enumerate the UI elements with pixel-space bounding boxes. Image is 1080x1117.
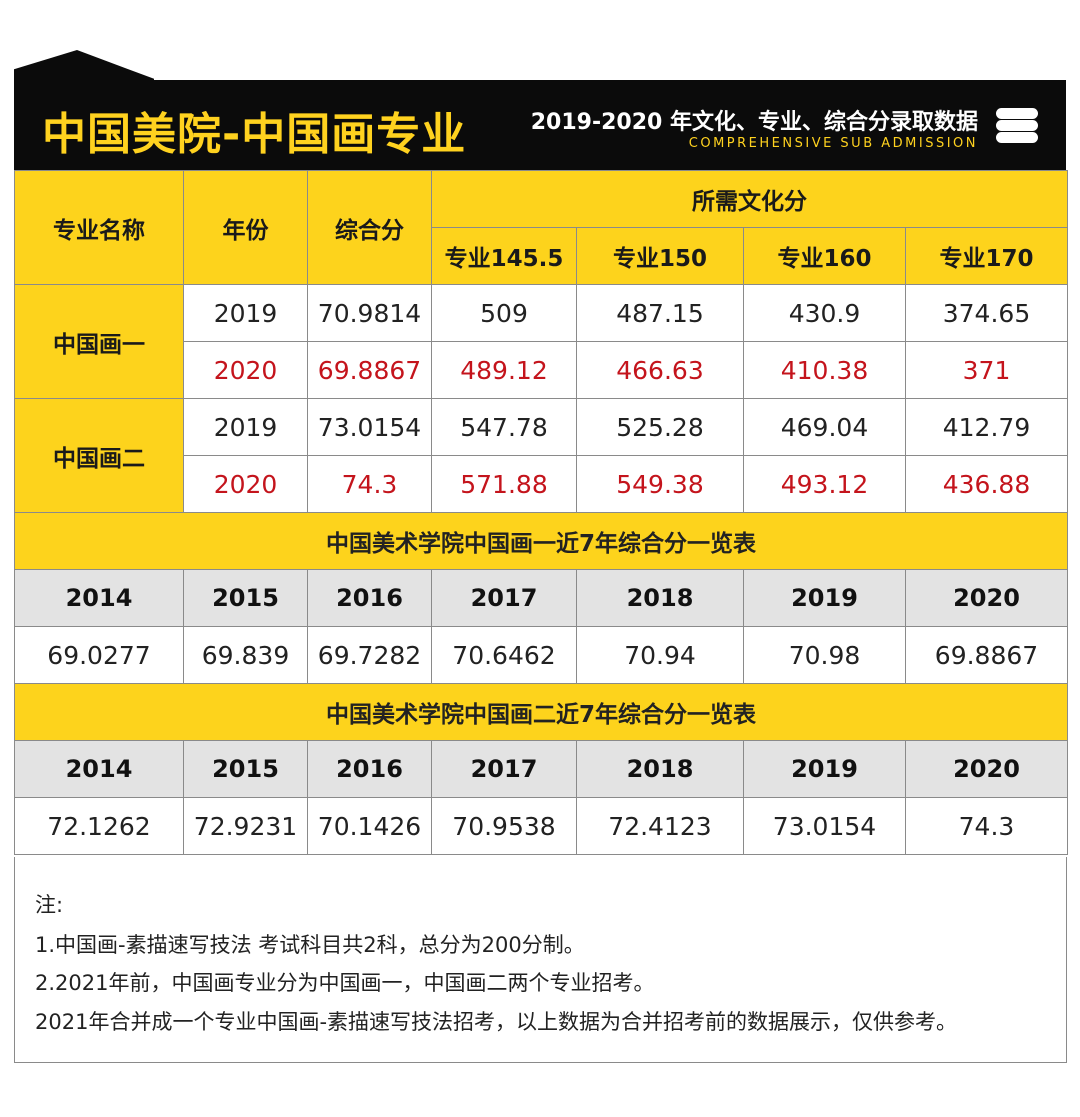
section-title-row: 中国美术学院中国画二近7年综合分一览表 [14,683,1068,741]
table-row: 中国画二 2019 73.0154 547.78 525.28 469.04 4… [14,398,1068,513]
year-header: 2020 [905,740,1068,798]
note-line: 1.中国画-素描速写技法 考试科目共2科，总分为200分制。 [35,933,585,957]
table-row: 69.0277 69.839 69.7282 70.6462 70.94 70.… [14,626,1068,684]
score-cell: 70.94 [576,626,744,684]
year-cell: 2020 [183,455,308,513]
page-subtitle-english: COMPREHENSIVE SUB ADMISSION [688,136,978,151]
table-row: 2020 74.3 571.88 549.38 493.12 436.88 [15,455,1068,513]
col-header-year: 年份 [183,170,308,285]
score-cell: 69.8867 [905,626,1068,684]
notes-box: 注: 1.中国画-素描速写技法 考试科目共2科，总分为200分制。 2.2021… [14,857,1067,1063]
year-header: 2014 [14,740,184,798]
score-cell: 69.839 [183,626,308,684]
sub-col-header: 专业145.5 [431,227,577,285]
page-subtitle: 2019-2020 年文化、专业、综合分录取数据 [530,110,978,135]
culture-cell: 371 [905,341,1068,399]
culture-cell: 430.9 [743,284,906,342]
year-header: 2015 [183,569,308,627]
year-header: 2019 [743,740,906,798]
year-header: 2017 [431,569,577,627]
culture-cell: 469.04 [743,398,906,456]
table-row: 72.1262 72.9231 70.1426 70.9538 72.4123 … [14,797,1068,855]
col-header-major: 专业名称 [14,170,184,285]
culture-cell: 571.88 [431,455,577,513]
major-name-cell: 中国画一 [14,284,184,399]
score-cell: 70.6462 [431,626,577,684]
sub-col-header: 专业150 [576,227,744,285]
score-cell: 72.1262 [14,797,184,855]
database-icon [996,108,1038,143]
culture-cell: 410.38 [743,341,906,399]
year-cell: 2019 [183,284,308,342]
admission-table: 专业名称 年份 综合分 所需文化分 专业145.5 专业150 专业160 专业… [14,170,1068,855]
sub-col-header: 专业160 [743,227,906,285]
table-subheader-row: 专业145.5 专业150 专业160 专业170 [15,227,1068,285]
culture-cell: 436.88 [905,455,1068,513]
score-cell: 69.8867 [307,341,432,399]
col-header-culture: 所需文化分 [431,170,1068,228]
culture-cell: 493.12 [743,455,906,513]
table-row: 2020 69.8867 489.12 466.63 410.38 371 [15,341,1068,399]
year-cell: 2019 [183,398,308,456]
page-title: 中国美院-中国画专业 [42,109,467,160]
culture-cell: 549.38 [576,455,744,513]
score-cell: 70.98 [743,626,906,684]
score-cell: 70.1426 [307,797,432,855]
culture-cell: 525.28 [576,398,744,456]
culture-cell: 487.15 [576,284,744,342]
section-title-row: 中国美术学院中国画一近7年综合分一览表 [14,512,1068,570]
culture-cell: 374.65 [905,284,1068,342]
culture-cell: 547.78 [431,398,577,456]
major-name-cell: 中国画二 [14,398,184,513]
culture-cell: 412.79 [905,398,1068,456]
year-header-row: 2014 2015 2016 2017 2018 2019 2020 [14,740,1068,798]
year-header: 2015 [183,740,308,798]
notes-label: 注: [35,893,64,917]
year-header: 2019 [743,569,906,627]
culture-cell: 466.63 [576,341,744,399]
year-header-row: 2014 2015 2016 2017 2018 2019 2020 [14,569,1068,627]
score-cell: 74.3 [307,455,432,513]
score-cell: 72.4123 [576,797,744,855]
score-cell: 70.9538 [431,797,577,855]
table-header-row: 专业名称 年份 综合分 所需文化分 [14,170,1068,285]
score-cell: 69.0277 [14,626,184,684]
year-header: 2020 [905,569,1068,627]
year-header: 2018 [576,740,744,798]
score-cell: 69.7282 [307,626,432,684]
culture-cell: 509 [431,284,577,342]
year-header: 2016 [307,740,432,798]
sub-col-header: 专业170 [905,227,1068,285]
col-header-score: 综合分 [307,170,432,285]
seven-year-table-1-title: 中国美术学院中国画一近7年综合分一览表 [14,512,1068,570]
score-cell: 70.9814 [307,284,432,342]
score-cell: 74.3 [905,797,1068,855]
note-line: 2.2021年前，中国画专业分为中国画一，中国画二两个专业招考。 [35,971,655,995]
score-cell: 72.9231 [183,797,308,855]
score-cell: 73.0154 [743,797,906,855]
year-header: 2018 [576,569,744,627]
header-tab-decoration [14,50,154,82]
year-header: 2014 [14,569,184,627]
year-header: 2016 [307,569,432,627]
table-row: 中国画一 2019 70.9814 509 487.15 430.9 374.6… [14,284,1068,399]
page-header: 中国美院-中国画专业 2019-2020 年文化、专业、综合分录取数据 COMP… [14,80,1066,170]
note-line: 2021年合并成一个专业中国画-素描速写技法招考，以上数据为合并招考前的数据展示… [35,1010,958,1034]
seven-year-table-2-title: 中国美术学院中国画二近7年综合分一览表 [14,683,1068,741]
year-header: 2017 [431,740,577,798]
culture-cell: 489.12 [431,341,577,399]
year-cell: 2020 [183,341,308,399]
score-cell: 73.0154 [307,398,432,456]
